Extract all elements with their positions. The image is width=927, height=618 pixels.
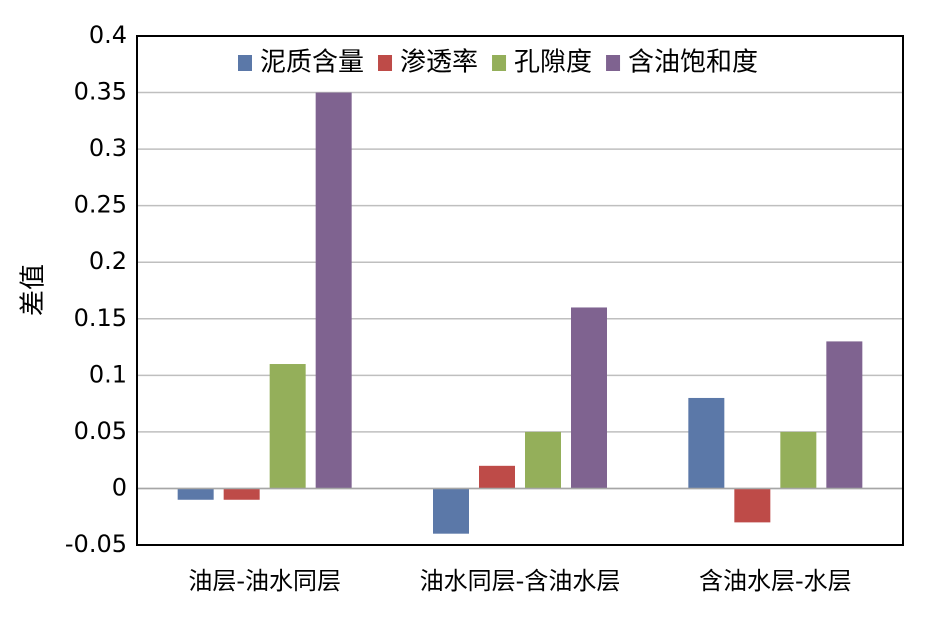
x-tick-labels: 油层-油水同层 油水同层-含油水层 含油水层-水层 (188, 567, 851, 595)
bar (269, 364, 306, 489)
x-tick-label: 油层-油水同层 (188, 567, 341, 595)
bar (780, 431, 817, 489)
bar (734, 488, 771, 523)
y-tick-label: 0.25 (74, 191, 127, 219)
y-tick-labels: 0.4 0.35 0.3 0.25 0.2 0.15 0.1 0.05 0 -0.05 (65, 21, 127, 558)
bar (479, 465, 515, 489)
y-tick-label: 0.15 (74, 304, 127, 332)
bar (223, 488, 260, 500)
gridlines (137, 91, 903, 490)
y-tick-label: 0 (112, 473, 127, 501)
y-tick-label: -0.05 (65, 530, 127, 558)
bar (826, 341, 863, 489)
y-tick-label: 0.05 (74, 417, 127, 445)
legend-label: 孔隙度 (514, 48, 592, 78)
legend-label: 渗透率 (400, 48, 478, 78)
plot-border (136, 35, 904, 546)
y-tick-label: 0.4 (89, 21, 127, 49)
y-tick-label: 0.1 (89, 360, 127, 388)
x-tick-label: 含油水层-水层 (699, 567, 852, 595)
bars (177, 92, 863, 534)
legend-swatch (492, 55, 507, 71)
y-tick-label: 0.2 (89, 247, 127, 275)
legend-label: 含油饱和度 (628, 48, 758, 78)
bar (433, 488, 469, 534)
bar (315, 92, 352, 489)
y-tick-label: 0.3 (89, 134, 127, 162)
bar (177, 488, 214, 500)
bar (525, 431, 561, 489)
legend-swatch (238, 55, 252, 71)
bar (571, 307, 607, 489)
x-tick-label: 油水同层-含油水层 (420, 567, 621, 595)
legend-label: 泥质含量 (260, 48, 364, 78)
bar (688, 397, 725, 489)
legend-swatch (606, 55, 621, 71)
legend: 泥质含量 渗透率 孔隙度 含油饱和度 (238, 48, 758, 78)
axes (136, 35, 904, 546)
y-axis-label: 差值 (19, 264, 49, 316)
y-tick-label: 0.35 (74, 78, 127, 106)
legend-swatch (378, 55, 393, 71)
